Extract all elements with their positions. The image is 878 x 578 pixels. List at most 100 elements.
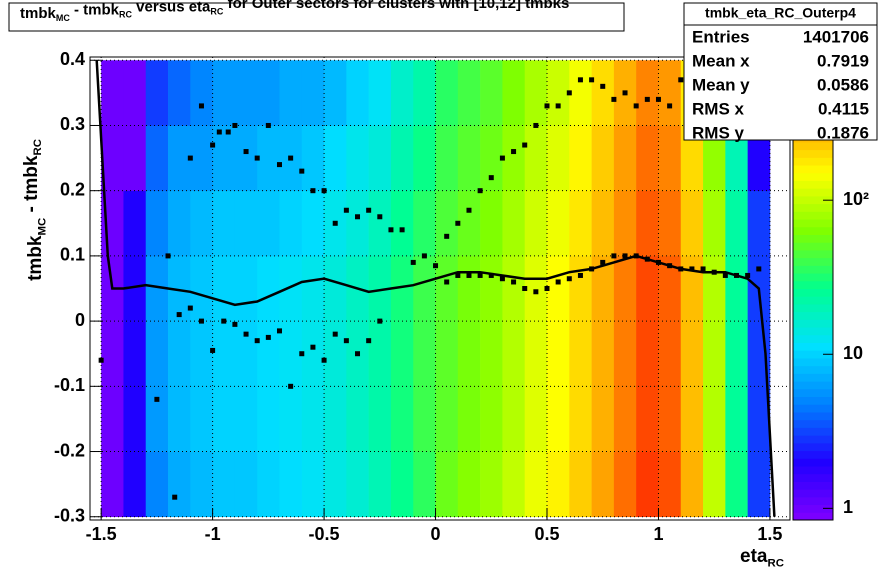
heatmap-cell	[279, 60, 303, 126]
profile-point	[488, 272, 494, 278]
heatmap-cell	[569, 451, 592, 518]
heatmap-cell	[123, 125, 147, 191]
heatmap-cell	[324, 451, 347, 518]
heatmap-cell	[569, 321, 592, 387]
heatmap-cell	[502, 451, 526, 518]
heatmap-cell	[502, 321, 526, 387]
profile-point	[321, 357, 327, 363]
stats-value: 0.4115	[818, 99, 869, 118]
heatmap-cell	[725, 321, 748, 387]
heatmap-cell	[747, 190, 771, 257]
heatmap-cell	[636, 321, 659, 387]
profile-point	[288, 383, 294, 389]
heatmap-cell	[101, 321, 124, 387]
plot-frame	[89, 56, 791, 521]
heatmap-cell	[168, 255, 191, 322]
heatmap-cell	[480, 386, 503, 452]
heatmap-cell	[324, 60, 347, 126]
stats-box	[683, 2, 878, 141]
colorbar-segment	[793, 172, 833, 181]
profile-point	[655, 96, 661, 102]
heatmap-cell	[636, 451, 659, 518]
profile-point	[511, 149, 517, 155]
profile-point	[310, 344, 316, 350]
label-part: eta	[740, 546, 768, 567]
heatmap-cell	[279, 451, 303, 518]
heatmap-cell	[413, 451, 436, 518]
heatmap-cell	[279, 321, 303, 387]
x-tick-label: -0.5	[309, 524, 340, 544]
heatmap-cell	[480, 321, 503, 387]
stats-label: Mean x	[692, 51, 750, 70]
y-tick-label: 0.2	[60, 179, 85, 199]
heatmap-cell	[524, 321, 548, 387]
profile-point	[343, 338, 349, 344]
heatmap-cell	[234, 190, 258, 257]
stats-title: tmbk_eta_RC_Outerp4	[705, 5, 856, 21]
heatmap-cell	[569, 60, 592, 126]
y-tick-label: -0.2	[54, 440, 85, 460]
profile-point	[299, 351, 305, 357]
colorbar-segment	[793, 226, 833, 235]
colorbar-segment	[793, 388, 833, 398]
heatmap-cell	[435, 321, 459, 387]
profile-point	[555, 279, 561, 285]
profile-point	[499, 155, 505, 161]
heatmap-cell	[413, 321, 436, 387]
heatmap-cell	[457, 321, 481, 387]
stats-value: 0.7919	[817, 51, 869, 70]
profile-point	[667, 263, 673, 269]
colorbar-segment	[793, 411, 833, 421]
heatmap-cell	[747, 451, 771, 518]
heatmap-cell	[390, 386, 414, 452]
colorbar-segment	[793, 373, 833, 382]
profile-point	[343, 207, 349, 213]
heatmap-cell	[390, 125, 414, 191]
heatmap-cell	[301, 451, 325, 518]
colorbar-segment	[793, 419, 833, 428]
heatmap-cell	[101, 125, 124, 191]
heatmap-cell	[524, 386, 548, 452]
stats-label: RMS y	[692, 123, 745, 142]
heatmap-cell	[190, 321, 213, 387]
heatmap-cell	[703, 451, 726, 518]
heatmap-cell	[390, 321, 414, 387]
y-tick-label: -0.3	[54, 505, 85, 525]
profile-point	[466, 272, 472, 278]
colorbar-segment	[793, 481, 833, 490]
profile-point	[533, 289, 539, 295]
colorbar-segment	[793, 396, 833, 405]
y-tick-label: -0.1	[54, 375, 85, 395]
fit-line	[95, 60, 776, 517]
heatmap-cell	[123, 321, 147, 387]
heatmap-cell	[658, 60, 682, 126]
heatmap-cell	[591, 255, 615, 322]
heatmap-cell	[703, 321, 726, 387]
colorbar-segment	[793, 442, 833, 452]
heatmap-cell	[212, 321, 236, 387]
colorbar-segment	[793, 219, 833, 228]
colorbar-segment	[793, 458, 833, 467]
colorbar-segment	[793, 465, 833, 475]
colorbar-segment	[793, 342, 833, 351]
colorbar-segment	[793, 311, 833, 320]
heatmap-cell	[435, 255, 459, 322]
heatmap-cell	[547, 125, 570, 191]
heatmap-cell	[747, 386, 771, 452]
profile-point	[225, 129, 231, 135]
profile-point	[544, 103, 550, 109]
colorbar-segment	[793, 141, 833, 151]
y-tick-label: 0.4	[60, 49, 85, 69]
profile-point	[722, 272, 728, 278]
profile-point	[98, 357, 104, 363]
heatmap-cell	[368, 125, 392, 191]
colorbar-segment	[793, 504, 833, 513]
colorbar-segment	[793, 188, 833, 197]
profile-point	[477, 188, 483, 194]
colorbar-segment	[793, 303, 833, 313]
colorbar-segment	[793, 165, 833, 174]
heatmap-cell	[234, 321, 258, 387]
heatmap-cell	[636, 386, 659, 452]
profile-point	[366, 207, 372, 213]
heatmap-cell	[413, 386, 436, 452]
